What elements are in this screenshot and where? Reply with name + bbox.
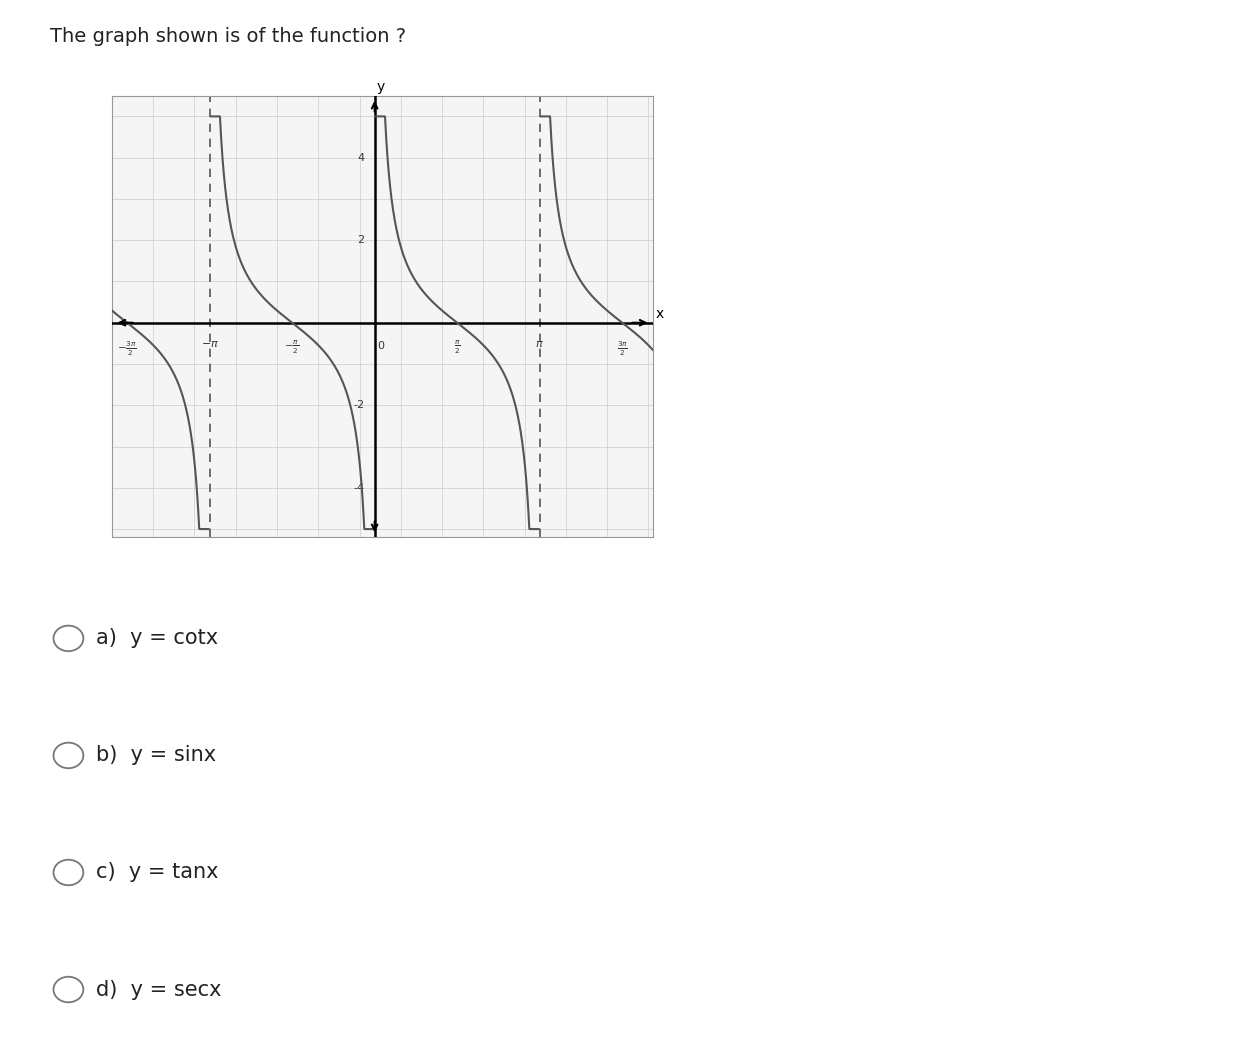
Text: $\frac{3\pi}{2}$: $\frac{3\pi}{2}$ (617, 339, 628, 358)
Text: The graph shown is of the function ?: The graph shown is of the function ? (50, 27, 406, 46)
Text: $-\frac{3\pi}{2}$: $-\frac{3\pi}{2}$ (117, 339, 137, 358)
Text: -4: -4 (353, 483, 364, 493)
Text: a)  y = cotx: a) y = cotx (96, 629, 218, 648)
Text: $-\pi$: $-\pi$ (200, 339, 219, 349)
Text: d)  y = secx: d) y = secx (96, 980, 221, 999)
Text: $\frac{\pi}{2}$: $\frac{\pi}{2}$ (454, 339, 460, 356)
Text: 4: 4 (357, 152, 364, 163)
Text: x: x (656, 307, 664, 321)
Text: -2: -2 (353, 400, 364, 411)
Text: c)  y = tanx: c) y = tanx (96, 863, 218, 882)
Text: $0$: $0$ (377, 339, 386, 351)
Text: $\pi$: $\pi$ (535, 339, 544, 349)
Text: 2: 2 (357, 235, 364, 245)
Text: $-\frac{\pi}{2}$: $-\frac{\pi}{2}$ (285, 339, 300, 356)
Text: y: y (377, 80, 386, 94)
Text: b)  y = sinx: b) y = sinx (96, 746, 216, 765)
